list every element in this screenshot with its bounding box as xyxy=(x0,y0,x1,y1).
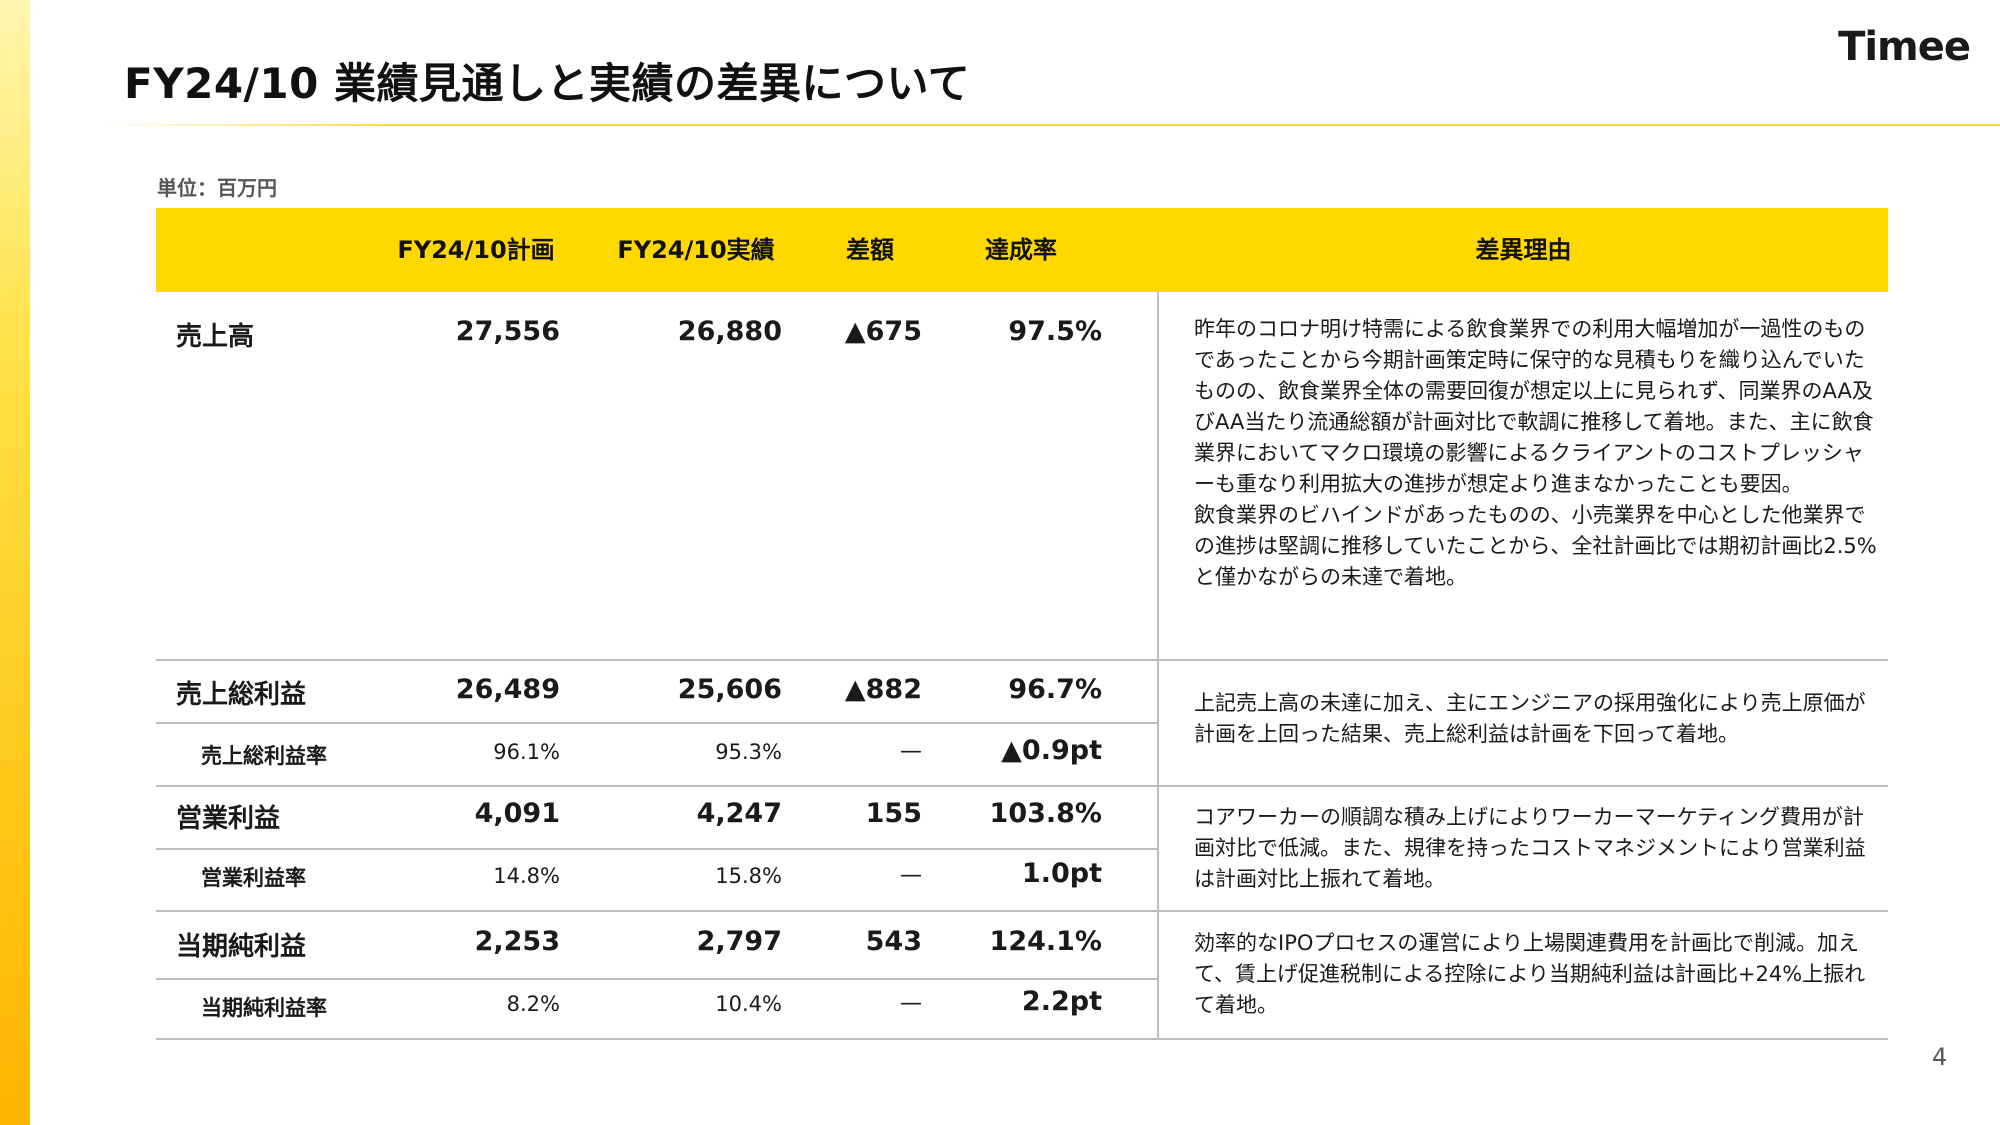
header-plan: FY24/10計画 xyxy=(397,236,555,264)
page-number: 4 xyxy=(1932,1043,1948,1071)
header-reason: 差異理由 xyxy=(1475,236,1572,264)
net-income-plan: 2,253 xyxy=(474,926,560,957)
header-achievement: 達成率 xyxy=(985,236,1057,264)
forecast-vs-actual-table: FY24/10計画 FY24/10実績 差額 達成率 差異理由 売上高 27,5… xyxy=(156,208,1888,1040)
net-margin-rate: 2.2pt xyxy=(1021,986,1102,1017)
reason-net-income: 効率的なIPOプロセスの運営により上場関連費用を計画比で削減。加えて、賃上げ促進… xyxy=(1194,931,1866,1017)
operating-profit-diff: 155 xyxy=(865,798,922,829)
net-margin-actual: 10.4% xyxy=(715,992,782,1016)
sales-diff: ▲675 xyxy=(844,316,922,347)
reason-sales-paragraph-1: 昨年のコロナ明け特需による飲食業界での利用大幅増加が一過性のものであったことから… xyxy=(1194,317,1874,496)
reason-sales-paragraph-2: 飲食業界のビハインドがあったものの、小売業界を中心とした他業界での進捗は堅調に推… xyxy=(1194,503,1877,589)
column-divider xyxy=(1157,292,1159,1040)
side-accent-bar xyxy=(0,0,30,1125)
title-divider xyxy=(100,124,2000,126)
row-label-gross-profit: 売上総利益 xyxy=(176,680,307,710)
gross-profit-actual: 25,606 xyxy=(677,674,782,705)
row-label-sales: 売上高 xyxy=(176,322,255,352)
operating-margin-actual: 15.8% xyxy=(715,864,782,888)
unit-label: 単位：百万円 xyxy=(157,176,277,200)
row-label-net-margin: 当期純利益率 xyxy=(201,996,327,1020)
operating-profit-actual: 4,247 xyxy=(696,798,782,829)
operating-profit-plan: 4,091 xyxy=(474,798,560,829)
row-divider xyxy=(156,978,1157,980)
sales-plan: 27,556 xyxy=(455,316,560,347)
timee-logo: Timee xyxy=(1838,24,1971,70)
net-margin-plan: 8.2% xyxy=(506,992,560,1016)
net-income-diff: 543 xyxy=(865,926,922,957)
reason-operating-profit: コアワーカーの順調な積み上げによりワーカーマーケティング費用が計画対比で低減。ま… xyxy=(1194,805,1866,891)
reason-sales: 昨年のコロナ明け特需による飲食業界での利用大幅増加が一過性のものであったことから… xyxy=(1194,314,1878,593)
reason-gross-profit: 上記売上高の未達に加え、主にエンジニアの採用強化により売上原価が計画を上回った結… xyxy=(1194,691,1866,746)
gross-margin-rate: ▲0.9pt xyxy=(1001,735,1102,766)
page-title: FY24/10 業績見通しと実績の差異について xyxy=(124,59,971,108)
row-divider xyxy=(156,659,1888,661)
operating-profit-rate: 103.8% xyxy=(989,798,1102,829)
gross-margin-diff: — xyxy=(900,739,922,764)
table-header-row xyxy=(156,208,1888,292)
operating-margin-plan: 14.8% xyxy=(493,864,560,888)
header-actual: FY24/10実績 xyxy=(617,236,775,264)
row-divider xyxy=(156,848,1157,850)
operating-margin-diff: — xyxy=(900,863,922,888)
operating-margin-rate: 1.0pt xyxy=(1021,858,1102,889)
row-label-operating-margin: 営業利益率 xyxy=(201,866,306,890)
row-divider xyxy=(156,910,1888,912)
header-diff: 差額 xyxy=(846,236,894,264)
net-margin-diff: — xyxy=(900,991,922,1016)
gross-profit-rate: 96.7% xyxy=(1008,674,1102,705)
net-income-rate: 124.1% xyxy=(989,926,1102,957)
sales-rate: 97.5% xyxy=(1008,316,1102,347)
gross-margin-plan: 96.1% xyxy=(493,740,560,764)
net-income-actual: 2,797 xyxy=(696,926,782,957)
row-divider xyxy=(156,722,1157,724)
row-label-net-income: 当期純利益 xyxy=(176,932,307,962)
table-bottom-border xyxy=(156,1038,1888,1040)
sales-actual: 26,880 xyxy=(677,316,782,347)
gross-margin-actual: 95.3% xyxy=(715,740,782,764)
gross-profit-plan: 26,489 xyxy=(455,674,560,705)
row-label-gross-margin: 売上総利益率 xyxy=(201,744,327,768)
gross-profit-diff: ▲882 xyxy=(844,674,922,705)
row-label-operating-profit: 営業利益 xyxy=(176,804,281,834)
row-divider xyxy=(156,785,1888,787)
